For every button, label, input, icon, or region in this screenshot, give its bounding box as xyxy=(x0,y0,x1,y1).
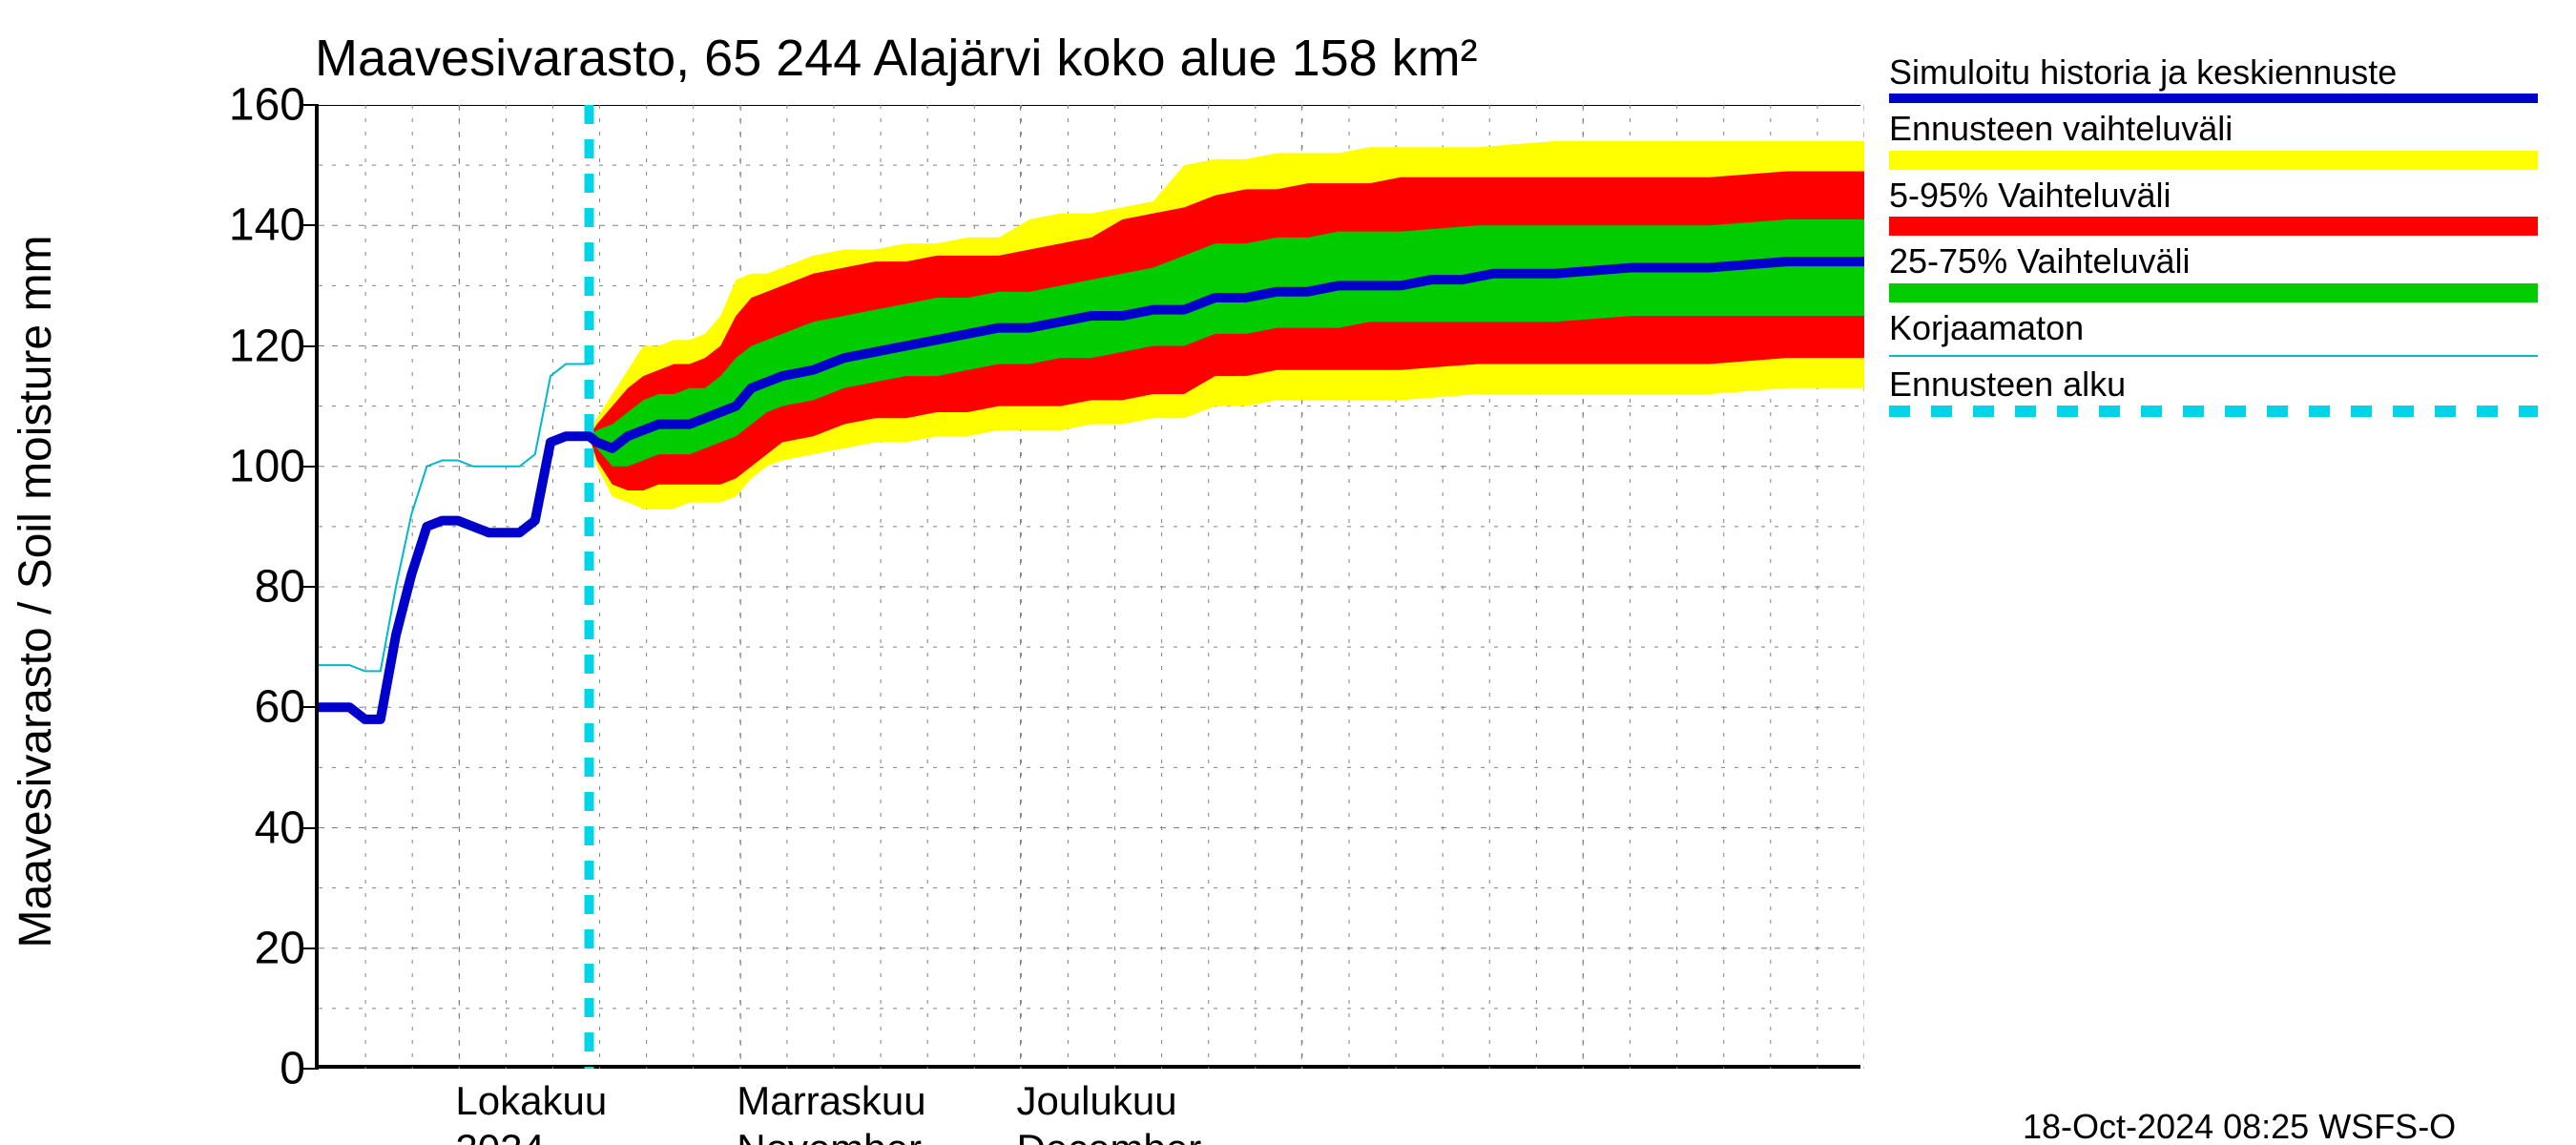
legend-swatch xyxy=(1889,355,2538,357)
legend-label: 25-75% Vaihteluväli xyxy=(1889,241,2557,281)
y-tick-label: 0 xyxy=(200,1043,305,1095)
y-tick-mark xyxy=(300,224,319,226)
x-tick-label: Lokakuu xyxy=(455,1078,607,1124)
y-tick-mark xyxy=(300,827,319,829)
y-tick-label: 140 xyxy=(200,199,305,252)
y-tick-label: 160 xyxy=(200,79,305,132)
legend-label: Korjaamaton xyxy=(1889,308,2557,347)
x-tick-label: Marraskuu xyxy=(737,1078,925,1124)
legend: Simuloitu historia ja keskiennuste Ennust… xyxy=(1889,52,2557,423)
y-tick-label: 100 xyxy=(200,440,305,492)
y-tick-mark xyxy=(300,947,319,949)
y-tick-mark xyxy=(300,706,319,708)
y-tick-label: 40 xyxy=(200,802,305,854)
legend-swatch xyxy=(1889,151,2538,170)
y-tick-mark xyxy=(300,586,319,588)
legend-swatch xyxy=(1889,217,2538,236)
legend-swatch xyxy=(1889,406,2538,417)
legend-item: Ennusteen vaihteluväli xyxy=(1889,109,2557,169)
legend-label: 5-95% Vaihteluväli xyxy=(1889,176,2557,215)
legend-label: Ennusteen alku xyxy=(1889,364,2557,404)
chart-title: Maavesivarasto, 65 244 Alajärvi koko alu… xyxy=(315,29,1478,88)
y-tick-mark xyxy=(300,1068,319,1070)
legend-item: Ennusteen alku xyxy=(1889,364,2557,417)
legend-item: 25-75% Vaihteluväli xyxy=(1889,241,2557,302)
legend-item: Korjaamaton xyxy=(1889,308,2557,357)
legend-item: Simuloitu historia ja keskiennuste xyxy=(1889,52,2557,103)
x-tick-label-sub: 2024 xyxy=(455,1126,544,1145)
x-tick-label: Joulukuu xyxy=(1016,1078,1176,1124)
legend-item: 5-95% Vaihteluväli xyxy=(1889,176,2557,236)
legend-swatch xyxy=(1889,283,2538,302)
y-tick-mark xyxy=(300,345,319,347)
footer-timestamp: 18-Oct-2024 08:25 WSFS-O xyxy=(2023,1107,2456,1145)
plot-area xyxy=(315,105,1860,1069)
legend-label: Ennusteen vaihteluväli xyxy=(1889,109,2557,148)
x-tick-label-sub: December xyxy=(1016,1126,1201,1145)
y-axis-label: Maavesivarasto / Soil moisture mm xyxy=(10,236,62,948)
y-tick-mark xyxy=(300,466,319,468)
chart-container: Maavesivarasto, 65 244 Alajärvi koko alu… xyxy=(0,0,2576,1145)
y-tick-label: 20 xyxy=(200,922,305,974)
y-tick-label: 60 xyxy=(200,681,305,734)
plot-svg xyxy=(319,105,1864,1069)
legend-swatch xyxy=(1889,94,2538,103)
y-tick-label: 120 xyxy=(200,320,305,372)
y-tick-label: 80 xyxy=(200,561,305,614)
legend-label: Simuloitu historia ja keskiennuste xyxy=(1889,52,2557,92)
x-tick-label-sub: November xyxy=(737,1126,922,1145)
y-tick-mark xyxy=(300,104,319,106)
